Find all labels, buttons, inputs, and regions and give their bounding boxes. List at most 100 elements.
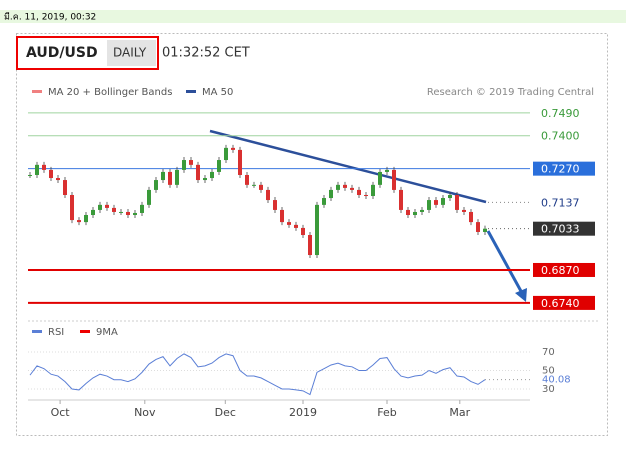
candle-body <box>322 198 326 205</box>
level-label-box <box>533 128 595 143</box>
candle-body <box>259 184 263 190</box>
legend-swatch <box>32 90 42 93</box>
candle-body <box>441 198 445 205</box>
level-label: 0.7033 <box>541 223 580 236</box>
candle-body <box>399 189 403 210</box>
candle-body <box>161 171 165 181</box>
candle-body <box>308 235 312 256</box>
x-tick-label: Oct <box>51 406 71 419</box>
legend-swatch <box>32 330 42 333</box>
candle-body <box>105 204 109 208</box>
candle-body <box>203 178 207 181</box>
candle-body <box>35 164 39 175</box>
candle-body <box>196 164 200 181</box>
candle-body <box>70 194 74 221</box>
candle-body <box>217 160 221 172</box>
highlight-box <box>16 36 159 70</box>
clock: 01:32:52 CET <box>162 46 250 61</box>
legend-swatch <box>80 330 90 333</box>
candle-body <box>175 169 179 185</box>
candle-body <box>63 180 67 195</box>
level-label: 0.7137 <box>541 196 580 209</box>
symbol: AUD/USD <box>26 45 98 61</box>
period: DAILY <box>113 46 147 60</box>
candle-body <box>119 211 123 213</box>
level-label: 0.7270 <box>541 163 580 176</box>
candle-body <box>343 184 347 188</box>
candle-body <box>98 204 102 210</box>
candle-body <box>42 164 46 170</box>
level-label: 0.6740 <box>541 297 580 310</box>
rsi-value-label: 40.08 <box>542 375 571 386</box>
level-label-box <box>533 161 595 176</box>
candle-body <box>406 209 410 216</box>
candle-body <box>266 189 270 201</box>
x-tick-label: 2019 <box>289 406 317 419</box>
candle-body <box>182 160 186 170</box>
candle-body <box>147 189 151 205</box>
candle-body <box>84 215 88 223</box>
candle-body <box>483 228 487 232</box>
candle-body <box>385 169 389 172</box>
candle-body <box>189 160 193 165</box>
candle-body <box>413 211 417 216</box>
candle-body <box>455 194 459 210</box>
level-label-box <box>533 221 595 236</box>
legend-entry: MA 20 + Bollinger Bands <box>48 87 172 98</box>
candle-body <box>140 204 144 213</box>
trend-line <box>209 129 487 204</box>
candle-body <box>154 180 158 190</box>
credit: Research © 2019 Trading Central <box>427 87 594 98</box>
candle-body <box>91 209 95 216</box>
y-tick-label: 50 <box>542 366 555 377</box>
candle-body <box>336 184 340 190</box>
candle-body <box>28 174 32 176</box>
legend-entry: RSI <box>48 327 64 338</box>
candle-body <box>329 189 333 199</box>
timestamp: มี.ค. 11, 2019, 00:32 <box>4 12 96 23</box>
candle-body <box>420 209 424 212</box>
candle-body <box>287 222 291 225</box>
candle-body <box>476 222 480 232</box>
candle-body <box>350 187 354 190</box>
legend-swatch <box>186 90 196 93</box>
candle-body <box>231 147 235 150</box>
candle-body <box>126 211 130 216</box>
candle-body <box>77 220 81 223</box>
candle-body <box>434 200 438 205</box>
candle-body <box>469 211 473 223</box>
candle-body <box>238 149 242 175</box>
candle-body <box>427 200 431 210</box>
candle-body <box>133 212 137 216</box>
candle-body <box>315 204 319 256</box>
candle-body <box>378 171 382 185</box>
candle-body <box>252 184 256 186</box>
candle-body <box>392 169 396 190</box>
x-tick-label: Nov <box>134 406 156 419</box>
legend-entry: 9MA <box>96 327 118 338</box>
candle-body <box>273 200 277 210</box>
candle-body <box>56 178 60 181</box>
candle-body <box>49 169 53 179</box>
candle-body <box>371 184 375 197</box>
rsi-line <box>29 353 486 396</box>
candle-body <box>245 174 249 185</box>
candle-body <box>280 209 284 223</box>
x-tick-label: Dec <box>215 406 236 419</box>
candle-body <box>301 227 305 236</box>
status-bar <box>0 10 626 23</box>
legend-entry: MA 50 <box>202 87 233 98</box>
x-tick-label: Mar <box>449 406 470 419</box>
y-tick-label: 30 <box>542 384 555 395</box>
level-label: 0.6870 <box>541 264 580 277</box>
y-tick-label: 70 <box>542 347 555 358</box>
candle-body <box>448 194 452 199</box>
candle-body <box>294 224 298 228</box>
candle-body <box>462 209 466 212</box>
forecast-arrow <box>486 230 524 294</box>
candle-body <box>210 171 214 179</box>
level-label: 0.7490 <box>541 107 580 120</box>
candle-body <box>357 189 361 195</box>
